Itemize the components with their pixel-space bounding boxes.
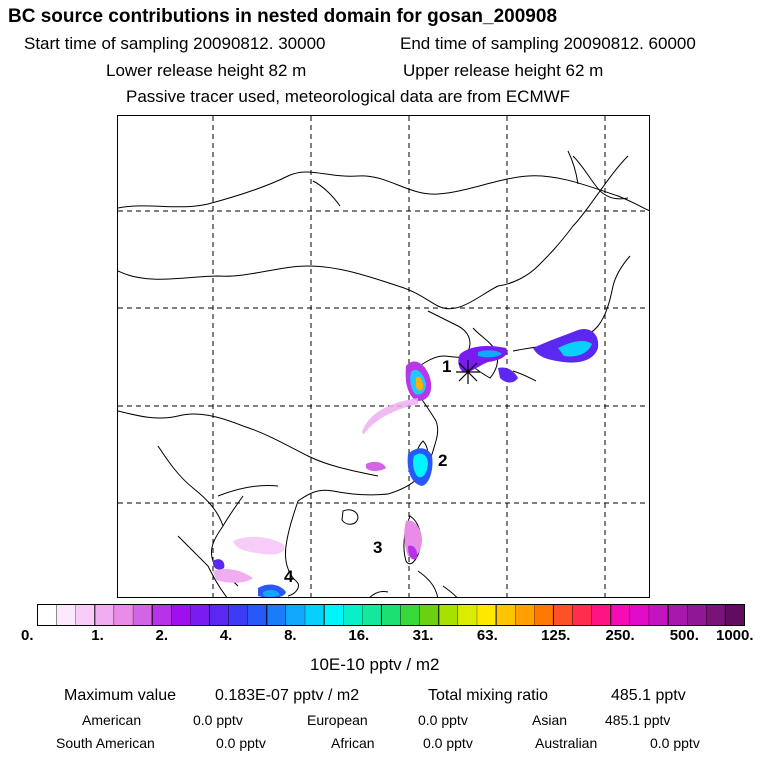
colorbar-tick-label: 2. — [155, 627, 169, 644]
colorbar-tick-label: 1000. — [716, 627, 754, 644]
colorbar-cell — [629, 604, 650, 626]
plume-mekong-core — [263, 589, 280, 597]
colorbar-cell — [94, 604, 115, 626]
region-name: Australian — [535, 735, 598, 751]
colorbar-cell — [75, 604, 96, 626]
max-value-label: Maximum value — [64, 687, 177, 704]
colorbar-tick-label: 125. — [541, 627, 571, 644]
region-value: 0.0 pptv — [193, 712, 243, 728]
region-name: European — [307, 712, 368, 728]
colorbar-cell — [113, 604, 134, 626]
coastlines — [118, 150, 649, 597]
colorbar-cell — [495, 604, 516, 626]
region-value: 0.0 pptv — [216, 735, 266, 751]
colorbar-tick-label: 16. — [348, 627, 370, 644]
plume-japan-core — [558, 341, 592, 357]
region-value: 0.0 pptv — [423, 735, 473, 751]
colorbar-cell — [247, 604, 268, 626]
plume-thailand — [213, 568, 253, 583]
colorbar-cell — [285, 604, 306, 626]
plume-korea-core — [478, 350, 502, 358]
colorbar-cell — [171, 604, 191, 626]
colorbar-cell — [610, 604, 631, 626]
colorbar-cell — [476, 604, 497, 626]
receptor-star-icon — [456, 360, 480, 384]
colorbar-cell — [37, 604, 58, 626]
chart-title: BC source contributions in nested domain… — [8, 6, 558, 27]
region-value: 0.0 pptv — [650, 735, 700, 751]
colorbar-cell — [419, 604, 440, 626]
lower-height-label: Lower release height 82 m — [106, 61, 307, 80]
plume-vietnam — [212, 559, 225, 570]
colorbar-unit-label: 10E-10 pptv / m2 — [310, 655, 440, 674]
colorbar-cell — [724, 604, 745, 626]
total-mixing-value: 485.1 pptv — [611, 687, 686, 704]
plume-jeju — [498, 367, 518, 383]
marker-2-label: 2 — [438, 451, 447, 470]
plume-south-china — [366, 461, 386, 471]
colorbar-tick-label: 1. — [91, 627, 104, 644]
colorbar-cell — [572, 604, 593, 626]
colorbar-cell — [457, 604, 478, 626]
start-time-label: Start time of sampling 20090812. 30000 — [24, 34, 326, 53]
colorbar-tick-label: 500. — [669, 627, 699, 644]
colorbar-tick-label: 63. — [476, 627, 498, 644]
marker-3-label: 3 — [373, 538, 382, 557]
region-name: American — [82, 712, 142, 728]
colorbar-cell — [534, 604, 554, 626]
colorbar-cell — [706, 604, 726, 626]
marker-4-label: 4 — [284, 567, 294, 586]
colorbar-cell — [151, 604, 173, 626]
colorbar-tick-label: 31. — [412, 627, 434, 644]
colorbar-cell — [190, 604, 210, 626]
colorbar — [37, 604, 745, 626]
region-value: 485.1 pptv — [605, 712, 671, 728]
plume-taiwan-core — [413, 453, 428, 478]
plume-luzon-core — [408, 545, 418, 560]
colorbar-cell — [266, 604, 287, 626]
colorbar-cell — [304, 604, 325, 626]
region-name: Asian — [532, 712, 568, 728]
end-time-label: End time of sampling 20090812. 60000 — [400, 34, 696, 53]
map-panel: 1 2 3 4 — [117, 115, 650, 598]
colorbar-cell — [648, 604, 669, 626]
plume-shandong-hot — [416, 376, 423, 391]
colorbar-cell — [515, 604, 535, 626]
marker-1-label: 1 — [442, 357, 451, 376]
colorbar-cell — [323, 604, 345, 626]
region-name: South American — [56, 735, 155, 751]
colorbar-tick-label: 4. — [219, 627, 233, 644]
grid-lines — [118, 116, 649, 597]
total-mixing-label: Total mixing ratio — [428, 687, 549, 704]
colorbar-cell — [552, 604, 574, 626]
colorbar-cell — [591, 604, 612, 626]
tracer-note: Passive tracer used, meteorological data… — [126, 87, 571, 106]
colorbar-cell — [687, 604, 707, 626]
colorbar-tick-label: 8. — [284, 627, 297, 644]
plume-indochina-light — [233, 536, 285, 555]
region-name: African — [331, 735, 375, 751]
region-value: 0.0 pptv — [418, 712, 468, 728]
max-value: 0.183E-07 pptv / m2 — [215, 687, 360, 704]
colorbar-cell — [380, 604, 402, 626]
colorbar-cell — [400, 604, 421, 626]
colorbar-cell — [343, 604, 363, 626]
colorbar-tick-label: 250. — [605, 627, 635, 644]
plumes — [212, 328, 599, 597]
colorbar-cell — [667, 604, 688, 626]
colorbar-cell — [228, 604, 249, 626]
colorbar-cell — [56, 604, 77, 626]
map-svg: 1 2 3 4 — [118, 116, 649, 597]
colorbar-cell — [362, 604, 382, 626]
upper-height-label: Upper release height 62 m — [403, 61, 604, 80]
plume-trail — [362, 398, 418, 434]
colorbar-cell — [208, 604, 230, 626]
markers: 1 2 3 4 — [284, 357, 451, 586]
colorbar-tick-label: 0. — [21, 627, 34, 644]
colorbar-cell — [438, 604, 459, 626]
colorbar-cell — [132, 604, 153, 626]
